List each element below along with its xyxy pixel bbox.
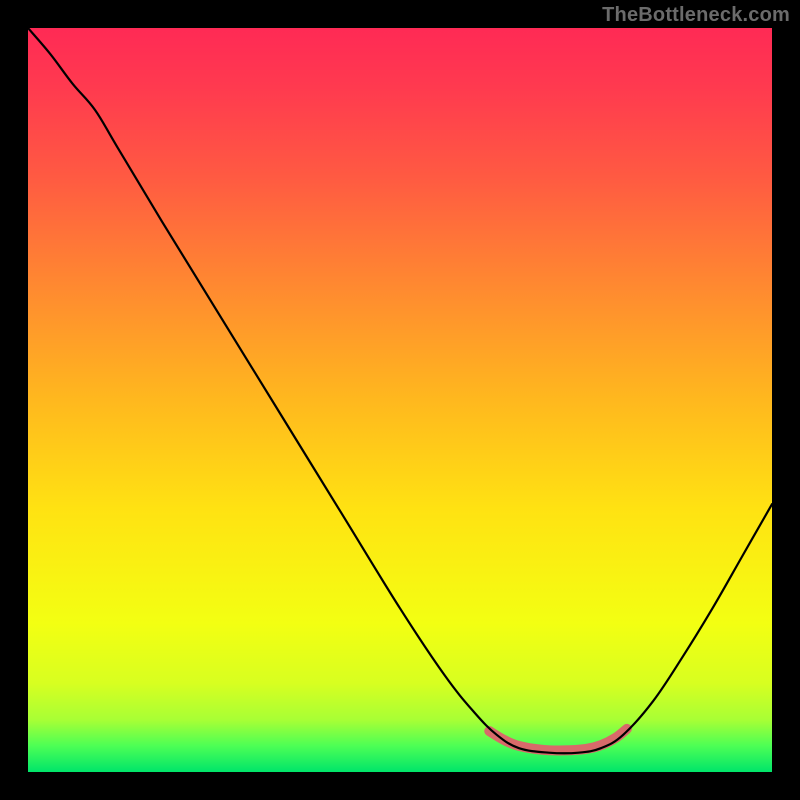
main-curve [28,28,772,753]
curve-layer [28,28,772,772]
highlight-segment [489,729,627,751]
plot-area [28,28,772,772]
chart-canvas: TheBottleneck.com [0,0,800,800]
watermark-text: TheBottleneck.com [602,4,790,27]
